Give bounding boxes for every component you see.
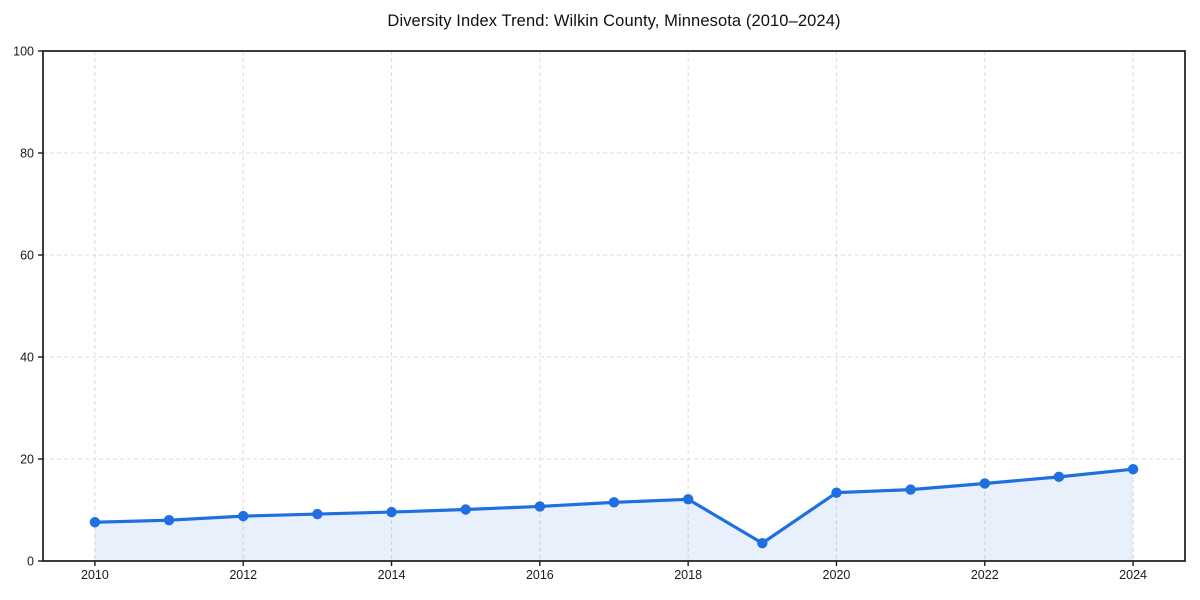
axes-spines (42, 50, 1186, 562)
x-axis-tick-label: 2024 (1119, 568, 1147, 582)
y-axis-tick-label: 40 (20, 351, 34, 365)
x-axis-tick-label: 2022 (971, 568, 999, 582)
data-point-marker (312, 508, 323, 520)
data-point-marker (163, 515, 175, 526)
data-point-marker (1053, 471, 1065, 483)
x-axis-tick-label: 2018 (674, 568, 702, 582)
data-point-marker (460, 504, 471, 515)
y-axis-tick-label: 100 (13, 45, 34, 59)
data-point-marker (831, 487, 842, 498)
data-point-marker (386, 506, 397, 518)
data-point-marker (608, 497, 620, 508)
data-point-marker (238, 510, 249, 522)
y-axis-tick-label: 80 (20, 147, 34, 161)
x-axis-tick-label: 2014 (378, 568, 406, 582)
y-axis-tick-label: 0 (27, 555, 34, 569)
x-axis-tick-label: 2012 (229, 568, 257, 582)
data-point-marker (1127, 464, 1139, 475)
data-point-marker (757, 537, 768, 549)
y-axis-tick-label: 60 (20, 249, 34, 263)
data-point-marker (89, 517, 101, 528)
x-axis-tick-label: 2016 (526, 568, 554, 582)
y-axis-tick-label: 20 (20, 453, 34, 467)
data-point-marker (682, 494, 694, 505)
chart-title: Diversity Index Trend: Wilkin County, Mi… (387, 12, 841, 30)
x-axis-tick-label: 2020 (823, 568, 851, 582)
data-point-marker (534, 501, 546, 512)
x-axis-tick-label: 2010 (81, 568, 109, 582)
data-point-marker (905, 484, 916, 495)
data-point-marker (979, 478, 990, 489)
